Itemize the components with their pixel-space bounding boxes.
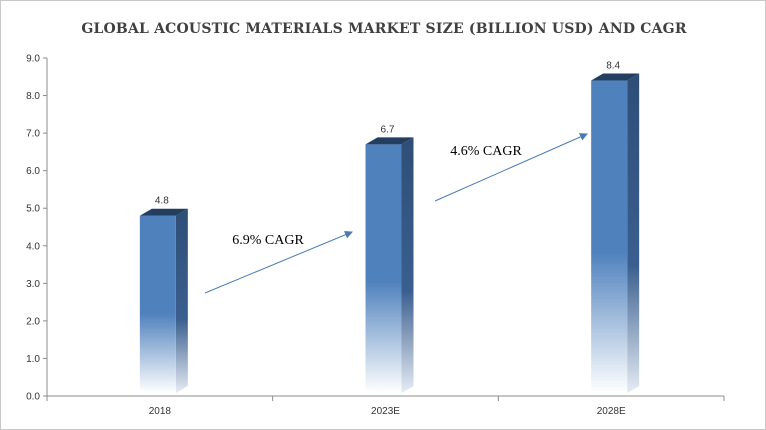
y-tick-label: 5.0	[26, 204, 40, 215]
bar	[365, 137, 414, 393]
chart-title: GLOBAL ACOUSTIC MATERIALS MARKET SIZE (B…	[81, 21, 687, 37]
data-label: 4.8	[155, 196, 169, 207]
bar-front	[139, 215, 176, 393]
y-tick-label: 3.0	[26, 279, 40, 290]
y-tick-label: 2.0	[26, 316, 40, 327]
bar-top	[365, 137, 414, 145]
x-tick-label: 2028E	[597, 406, 626, 417]
bar-front	[365, 144, 402, 393]
bar-top	[591, 73, 640, 81]
bar-side	[175, 208, 188, 393]
y-tick-label: 1.0	[26, 354, 40, 365]
bar-front	[591, 80, 628, 394]
cagr-arrow	[434, 133, 588, 202]
y-tick-label: 0.0	[26, 392, 40, 403]
cagr-label: 6.9% CAGR	[232, 233, 304, 248]
x-tick-label: 2018	[149, 406, 172, 417]
bar-side	[401, 137, 414, 393]
data-label: 8.4	[606, 61, 620, 72]
y-tick-label: 4.0	[26, 241, 40, 252]
y-tick-label: 8.0	[26, 91, 40, 102]
y-tick-label: 7.0	[26, 129, 40, 140]
bar	[139, 208, 188, 393]
x-tick-label: 2023E	[371, 406, 400, 417]
bar-side	[627, 73, 640, 394]
bar	[591, 73, 640, 394]
cagr-arrow	[204, 230, 353, 294]
y-tick-label: 6.0	[26, 166, 40, 177]
data-label: 6.7	[381, 124, 395, 135]
cagr-label: 4.6% CAGR	[450, 144, 522, 159]
y-tick-label: 9.0	[26, 54, 40, 65]
bar-top	[139, 208, 188, 216]
